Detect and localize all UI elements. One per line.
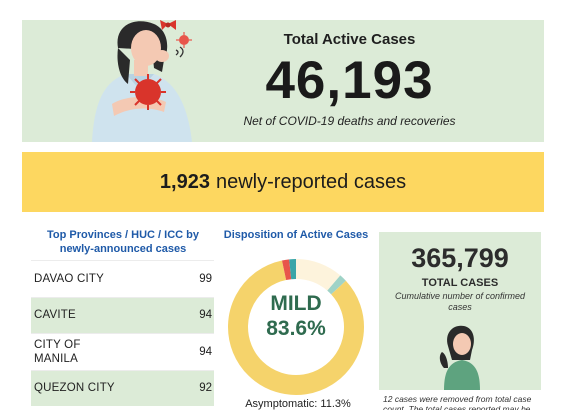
mild-label: MILD <box>270 292 322 315</box>
province-count: 99 <box>199 272 212 285</box>
table-row: CAVITE 94 <box>31 296 214 333</box>
table-row: CITY OF MANILA 94 <box>31 333 214 370</box>
total-cases-card: 365,799 TOTAL CASES Cumulative number of… <box>379 232 541 390</box>
coughing-woman-icon <box>92 20 192 142</box>
total-cases-value: 365,799 <box>411 243 509 273</box>
provinces-title: Top Provinces / HUC / ICC by newly-annou… <box>47 229 199 255</box>
woman-icon <box>439 325 480 390</box>
donut-center-label: MILD 83.6% <box>236 292 356 342</box>
total-cases-footnote: 12 cases were removed from total case co… <box>383 394 532 410</box>
province-name: QUEZON CITY <box>34 382 115 395</box>
provinces-table: DAVAO CITY 99 CAVITE 94 CITY OF MANILA 9… <box>31 260 214 406</box>
hero-subtitle: Net of COVID-19 deaths and recoveries <box>243 114 456 128</box>
total-active-cases-panel: Total Active Cases 46,193 Net of COVID-1… <box>22 20 544 142</box>
province-name: CITY OF MANILA <box>34 338 81 365</box>
new-cases-banner: 1,923 newly-reported cases <box>22 152 544 212</box>
donut-slice-mild <box>228 260 364 395</box>
mild-percent: 83.6% <box>266 317 326 340</box>
province-count: 92 <box>199 382 212 395</box>
asymptomatic-label: Asymptomatic: 11.3% <box>245 398 351 410</box>
disposition-donut-chart <box>228 259 364 395</box>
hero-title: Total Active Cases <box>283 31 416 48</box>
total-active-cases-value: 46,193 <box>265 51 434 110</box>
table-row: DAVAO CITY 99 <box>31 260 214 297</box>
total-cases-label: TOTAL CASES <box>421 277 499 289</box>
table-row: QUEZON CITY 92 <box>31 369 214 406</box>
donut-slice-severe <box>282 259 292 281</box>
disposition-title: Disposition of Active Cases <box>223 229 369 241</box>
province-name: DAVAO CITY <box>34 272 104 285</box>
province-count: 94 <box>199 309 212 322</box>
new-cases-text: newly-reported cases <box>215 170 407 193</box>
donut-slice-asymptomatic <box>295 259 341 291</box>
total-cases-subtitle: Cumulative number of confirmed cases <box>394 291 526 312</box>
new-cases-count: 1,923 <box>159 170 210 193</box>
province-name: CAVITE <box>34 309 76 322</box>
province-count: 94 <box>199 345 212 358</box>
donut-slice-moderate <box>327 275 346 295</box>
